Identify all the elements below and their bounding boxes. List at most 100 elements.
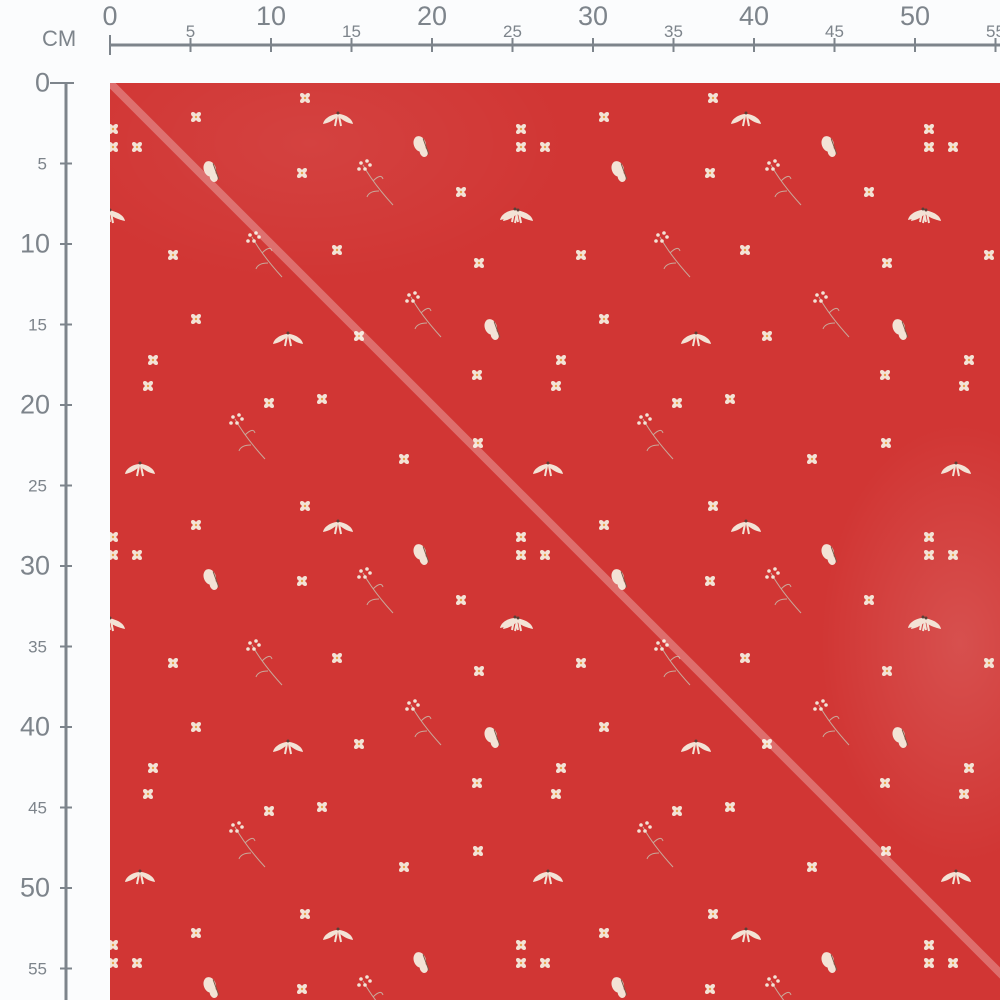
flower-icon bbox=[472, 437, 484, 449]
sprig-icon bbox=[246, 231, 283, 278]
top-ruler-label: 55 bbox=[986, 22, 1000, 41]
dragonfly-icon bbox=[110, 208, 125, 224]
flower-icon bbox=[398, 453, 410, 465]
flower-icon bbox=[958, 788, 970, 800]
butterfly-icon bbox=[611, 977, 628, 998]
dragonfly-icon bbox=[125, 869, 155, 885]
flower-icon bbox=[806, 453, 818, 465]
flower-icon bbox=[131, 549, 143, 561]
flower-icon bbox=[863, 186, 875, 198]
flower-icon bbox=[923, 531, 935, 543]
butterfly-icon bbox=[611, 569, 628, 590]
flower-icon bbox=[353, 738, 365, 750]
flower-icon bbox=[296, 575, 308, 587]
flower-icon bbox=[575, 657, 587, 669]
flower-icon bbox=[539, 549, 551, 561]
flower-icon bbox=[881, 257, 893, 269]
dragonfly-icon bbox=[681, 331, 711, 347]
dragonfly-icon bbox=[323, 111, 353, 127]
flower-icon bbox=[147, 762, 159, 774]
top-ruler-label: 20 bbox=[416, 1, 448, 31]
flower-icon bbox=[707, 92, 719, 104]
top-ruler-label: 5 bbox=[185, 22, 196, 41]
flower-icon bbox=[923, 123, 935, 135]
flower-icon bbox=[704, 575, 716, 587]
flower-icon bbox=[190, 519, 202, 531]
flower-icon bbox=[455, 594, 467, 606]
sprig-icon bbox=[246, 639, 283, 686]
flower-icon bbox=[331, 244, 343, 256]
flower-icon bbox=[879, 369, 891, 381]
left-ruler-label: 10 bbox=[19, 228, 50, 259]
butterfly-icon bbox=[484, 727, 501, 748]
flower-icon bbox=[110, 957, 119, 969]
flower-icon bbox=[316, 801, 328, 813]
left-ruler-label: 30 bbox=[19, 550, 50, 581]
flower-icon bbox=[880, 437, 892, 449]
dragonfly-icon bbox=[533, 869, 563, 885]
flower-icon bbox=[515, 939, 527, 951]
flower-icon bbox=[555, 762, 567, 774]
flower-icon bbox=[142, 788, 154, 800]
flower-icon bbox=[515, 957, 527, 969]
left-ruler-label: 50 bbox=[19, 872, 50, 903]
flower-icon bbox=[190, 313, 202, 325]
dragonfly-icon bbox=[503, 208, 533, 224]
left-ruler-label: 55 bbox=[28, 959, 47, 978]
flower-icon bbox=[550, 788, 562, 800]
flower-icon bbox=[473, 257, 485, 269]
flower-icon bbox=[110, 531, 119, 543]
dragonfly-icon bbox=[273, 739, 303, 755]
flower-icon bbox=[598, 721, 610, 733]
flower-icon bbox=[704, 983, 716, 995]
top-ruler-label: 0 bbox=[102, 1, 118, 31]
sprig-icon bbox=[357, 159, 394, 206]
flower-icon bbox=[299, 500, 311, 512]
flower-icon bbox=[947, 549, 959, 561]
sprig-icon bbox=[357, 975, 384, 1000]
flower-icon bbox=[515, 549, 527, 561]
flower-icon bbox=[739, 244, 751, 256]
sprig-icon bbox=[765, 567, 802, 614]
dragonfly-icon bbox=[125, 461, 155, 477]
flower-icon bbox=[881, 665, 893, 677]
flower-icon bbox=[398, 861, 410, 873]
sprig-icon bbox=[765, 975, 792, 1000]
butterfly-icon bbox=[484, 319, 501, 340]
flower-icon bbox=[353, 330, 365, 342]
butterfly-icon bbox=[611, 161, 628, 182]
dragonfly-icon bbox=[731, 111, 761, 127]
top-ruler-label: 50 bbox=[899, 1, 931, 31]
dragonfly-icon bbox=[503, 616, 533, 632]
flower-icon bbox=[958, 380, 970, 392]
flower-icon bbox=[539, 141, 551, 153]
dragonfly-icon bbox=[681, 739, 711, 755]
sprig-icon bbox=[637, 821, 674, 868]
dragonfly-icon bbox=[941, 461, 971, 477]
dragonfly-icon bbox=[911, 616, 941, 632]
butterfly-icon bbox=[413, 136, 430, 157]
flower-icon bbox=[299, 908, 311, 920]
flower-icon bbox=[761, 330, 773, 342]
flower-icon bbox=[190, 927, 202, 939]
flower-icon bbox=[190, 721, 202, 733]
flower-icon bbox=[190, 111, 202, 123]
butterfly-icon bbox=[413, 544, 430, 565]
sprig-icon bbox=[813, 291, 850, 338]
flower-icon bbox=[963, 762, 975, 774]
sprig-icon bbox=[229, 821, 266, 868]
flower-icon bbox=[555, 354, 567, 366]
butterfly-icon bbox=[821, 136, 838, 157]
flower-icon bbox=[147, 354, 159, 366]
dragonfly-icon bbox=[110, 616, 125, 632]
flower-icon bbox=[110, 549, 119, 561]
diagonal-highlight bbox=[110, 83, 1000, 979]
flower-icon bbox=[142, 380, 154, 392]
flower-icon bbox=[515, 531, 527, 543]
flower-icon bbox=[471, 369, 483, 381]
flower-icon bbox=[598, 111, 610, 123]
left-ruler-label: 45 bbox=[28, 798, 47, 817]
flower-icon bbox=[707, 500, 719, 512]
flower-icon bbox=[331, 652, 343, 664]
